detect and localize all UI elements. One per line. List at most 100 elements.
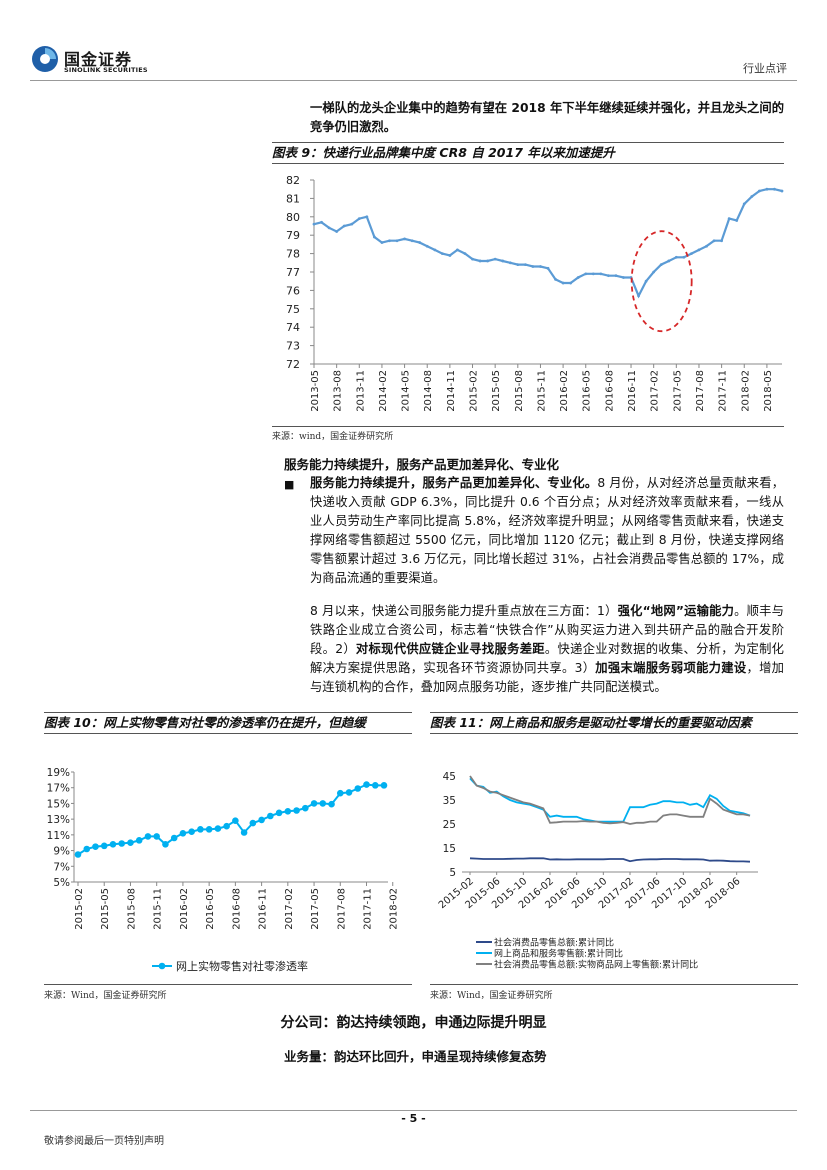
- fig11-y-tick-label: 45: [443, 771, 456, 783]
- fig9-data-point: [463, 252, 467, 255]
- fig9-data-point: [622, 276, 625, 279]
- fig9-y-tick-label: 80: [286, 211, 300, 224]
- fig10-x-tick-label: 2017-11: [363, 888, 374, 930]
- fig9-data-point: [418, 241, 422, 244]
- fig9-x-tick-label: 2016-02: [559, 370, 570, 412]
- fig10-x-tick-label: 2016-08: [231, 888, 242, 930]
- fig9-data-point: [659, 263, 663, 267]
- fig10-data-point: [363, 781, 370, 788]
- fig10-x-tick-label: 2016-05: [205, 888, 216, 930]
- fig10-y-tick-label: 7%: [53, 861, 70, 873]
- fig9-data-point: [606, 274, 610, 278]
- fig9-data-point: [335, 230, 339, 233]
- fig10-legend-label: 网上实物零售对社零渗透率: [176, 959, 308, 973]
- fig10-y-tick-label: 5%: [53, 877, 70, 889]
- fig9-x-tick-label: 2017-11: [718, 370, 729, 412]
- fig9-x-tick-label: 2015-05: [491, 370, 502, 412]
- fig9-data-point: [403, 237, 406, 241]
- fig9-data-point: [471, 257, 474, 261]
- fig9-data-point: [644, 279, 648, 283]
- fig9-x-tick-label: 2018-05: [763, 370, 774, 412]
- fig10-data-point: [310, 800, 318, 807]
- fig9-data-point: [727, 217, 731, 221]
- fig9-data-point: [554, 277, 557, 281]
- fig10-data-point: [240, 829, 248, 836]
- fig10-data-point: [302, 804, 309, 812]
- fig9-y-tick-label: 82: [286, 174, 300, 187]
- p2-part-a: 8 月以来，快递公司服务能力提升重点放在三方面：1）: [310, 604, 618, 618]
- fig10-x-tick-label: 2016-02: [179, 888, 190, 930]
- fig10-data-point: [345, 789, 353, 796]
- fig9-data-point: [584, 272, 588, 276]
- fig11-y-tick-label: 25: [443, 819, 456, 831]
- fig10-data-point: [328, 800, 335, 808]
- fig9-data-point: [372, 235, 376, 239]
- fig9-x-tick-label: 2015-08: [514, 370, 525, 412]
- p2-part-d: 对标现代供应链企业寻找服务差距: [355, 642, 545, 656]
- fig10-data-point: [232, 817, 239, 825]
- fig10-data-point: [284, 807, 292, 815]
- fig9-y-tick-label: 72: [286, 358, 300, 371]
- p2-part-b: 强化“地网”运输能力: [617, 604, 735, 618]
- fig10-legend-marker: [158, 962, 166, 970]
- fig10-x-tick-label: 2015-05: [100, 888, 111, 930]
- figure-10-chart: 5% 7% 9% 11% 13% 15% 17% 19% 2015-02 2015-05 2015-…: [47, 767, 400, 973]
- fig9-data-point: [674, 255, 678, 259]
- fig9-x-tick-label: 2015-11: [536, 370, 547, 412]
- fig9-data-point: [456, 248, 459, 252]
- service-paragraph-2: 8 月以来，快递公司服务能力提升重点放在三方面：1）强化“地网”运输能力。顺丰与…: [310, 602, 784, 697]
- fig9-x-tick-label: 2013-05: [310, 370, 321, 412]
- fig9-data-point: [757, 189, 761, 193]
- figure-11-source: 来源：Wind，国金证券研究所: [430, 991, 553, 1001]
- fig9-data-point: [705, 244, 708, 248]
- footer-disclaimer: 敬请参阅最后一页特别声明: [44, 1136, 164, 1147]
- fig9-data-point: [750, 195, 754, 198]
- fig9-x-tick-label: 2018-02: [740, 370, 751, 412]
- fig10-data-point: [127, 839, 134, 847]
- fig9-data-point: [486, 259, 490, 263]
- fig9-data-point: [682, 255, 686, 259]
- fig9-y-tick-label: 78: [286, 248, 300, 261]
- fig9-y-tick-label: 74: [286, 321, 300, 334]
- fig10-data-point: [135, 837, 143, 844]
- fig9-y-tick-label: 79: [286, 229, 300, 242]
- fig9-data-point: [561, 281, 565, 285]
- fig9-data-point: [720, 239, 724, 243]
- fig9-x-tick-label: 2013-08: [333, 370, 344, 412]
- fig10-data-point: [223, 822, 230, 830]
- fig10-data-point: [179, 829, 187, 837]
- fig9-data-point: [312, 222, 316, 226]
- fig9-x-tick-label: 2016-11: [627, 370, 638, 412]
- fig9-data-point: [569, 281, 573, 285]
- fig10-data-point: [293, 807, 300, 814]
- bullet-marker: ■: [284, 478, 295, 491]
- fig9-data-point: [425, 244, 429, 248]
- fig9-x-tick-label: 2015-02: [469, 370, 480, 412]
- fig9-data-point: [735, 219, 739, 222]
- fig9-data-point: [380, 241, 384, 244]
- fig10-data-point: [170, 834, 178, 842]
- fig10-data-point: [258, 816, 265, 824]
- header-divider: [30, 80, 797, 81]
- fig9-x-tick-label: 2017-05: [672, 370, 683, 412]
- figure-9-title: 图表 9：快递行业品牌集中度 CR8 自 2017 年以来加速提升: [272, 142, 784, 164]
- fig10-data-point: [92, 843, 99, 850]
- figure-10-title: 图表 10：网上实物零售对社零的渗透率仍在提升，但趋缓: [44, 712, 412, 734]
- fig10-data-point: [336, 789, 344, 797]
- fig10-data-point: [267, 812, 274, 820]
- fig9-data-point: [342, 224, 346, 228]
- fig10-x-tick-label: 2018-02: [389, 888, 400, 930]
- fig9-x-tick-label: 2014-02: [378, 370, 389, 412]
- fig9-data-point: [357, 217, 361, 221]
- fig10-x-tick-label: 2017-02: [284, 888, 295, 930]
- company-logo-en: SINOLINK SECURITIES: [64, 66, 148, 74]
- fig9-data-point: [478, 259, 482, 263]
- company-logo-mark: [32, 46, 58, 72]
- fig9-data-point: [539, 265, 542, 268]
- fig9-data-point: [742, 202, 746, 206]
- fig9-data-point: [576, 276, 580, 279]
- fig9-data-point: [523, 263, 527, 267]
- p2-part-c: 。顺丰与铁路企业成立合资公司，标志着“快铁合作”从购买运力进入到共研产品的融合开…: [310, 604, 784, 656]
- fig11-legend-label-3: 社会消费品零售总额:实物商品网上零售额:累计同比: [494, 959, 698, 971]
- company-logo-cn: 国金证券: [64, 50, 133, 69]
